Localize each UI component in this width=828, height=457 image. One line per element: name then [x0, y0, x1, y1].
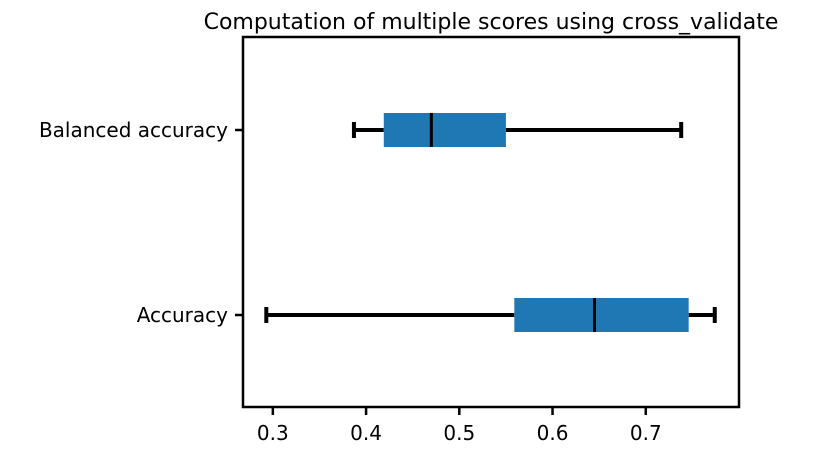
x-tick-label: 0.5 — [443, 421, 475, 445]
box-group — [264, 298, 717, 332]
box-series — [264, 113, 717, 332]
box-iqr — [383, 113, 506, 147]
box-iqr — [514, 298, 689, 332]
chart-title: Computation of multiple scores using cro… — [204, 10, 779, 35]
plot-area — [241, 35, 741, 409]
y-axis: Accuracy Balanced accuracy — [39, 118, 243, 327]
x-tick-label: 0.3 — [257, 421, 289, 445]
y-tick-label: Balanced accuracy — [39, 118, 228, 142]
y-tick-label: Accuracy — [137, 303, 228, 327]
x-tick-label: 0.4 — [350, 421, 382, 445]
plot-frame — [241, 35, 741, 409]
box-group — [351, 113, 684, 147]
x-tick-label: 0.7 — [630, 421, 662, 445]
x-axis: 0.3 0.4 0.5 0.6 0.7 — [257, 407, 662, 445]
x-tick-label: 0.6 — [537, 421, 569, 445]
